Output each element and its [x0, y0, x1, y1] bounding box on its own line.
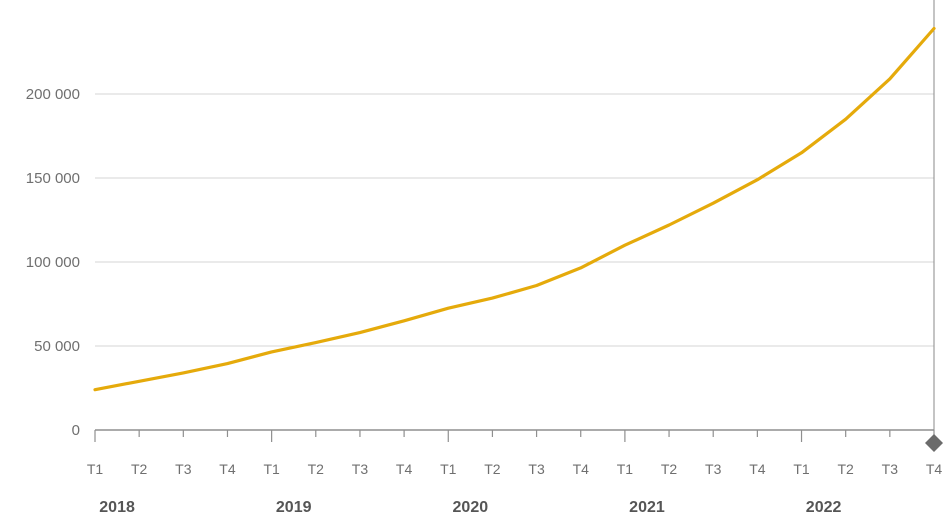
data-point [888, 77, 892, 81]
x-tick-label: T4 [573, 461, 590, 477]
data-point [181, 371, 185, 375]
data-point [358, 331, 362, 335]
data-point [446, 306, 450, 310]
x-tick-label: T3 [175, 461, 192, 477]
data-point [755, 178, 759, 182]
data-point [137, 379, 141, 383]
data-point [932, 26, 936, 30]
x-tick-label: T3 [705, 461, 722, 477]
series-group [93, 26, 936, 392]
x-tick-label: T4 [219, 461, 236, 477]
data-point [270, 350, 274, 354]
grid-lines [95, 93, 934, 347]
y-tick-label: 50 000 [34, 338, 80, 355]
data-point [314, 341, 318, 345]
x-tick-label: T4 [926, 461, 943, 477]
data-point [579, 266, 583, 270]
x-tick-label: T1 [617, 461, 634, 477]
x-tick-label: T3 [882, 461, 899, 477]
data-point [711, 201, 715, 205]
data-point [623, 243, 627, 247]
year-label: 2019 [276, 499, 312, 516]
x-tick-label: T2 [131, 461, 148, 477]
year-label: 2018 [99, 499, 135, 516]
x-tick-label: T3 [352, 461, 369, 477]
x-tick-label: T1 [263, 461, 280, 477]
x-tick-label: T1 [87, 461, 104, 477]
y-tick-label: 200 000 [26, 86, 80, 103]
data-point [225, 362, 229, 366]
year-label: 2022 [806, 499, 842, 516]
year-labels: 2018 2019 2020 2021 2022 [99, 499, 841, 516]
data-point [490, 296, 494, 300]
y-tick-label: 0 [72, 422, 80, 439]
x-tick-label: T2 [838, 461, 855, 477]
x-tick-label: T2 [308, 461, 325, 477]
data-point [667, 223, 671, 227]
y-axis-ticks: 0 50 000 100 000 150 000 200 000 [26, 86, 80, 439]
data-point [800, 151, 804, 155]
x-tick-label: T1 [440, 461, 457, 477]
x-tick-label: T1 [793, 461, 810, 477]
x-tick-label: T2 [484, 461, 501, 477]
cursor-marker-icon[interactable] [925, 434, 943, 452]
y-tick-label: 150 000 [26, 170, 80, 187]
x-axis: T1 T2 T3 T4 T1 T2 T3 T4 T1 T2 T3 T4 T1 T2 T3 T4 T1 T2 T3 T4 [87, 429, 943, 477]
data-point [535, 284, 539, 288]
data-point [93, 388, 97, 392]
x-tick-label: T4 [396, 461, 413, 477]
y-tick-label: 100 000 [26, 254, 80, 271]
data-point [844, 117, 848, 121]
series-line [93, 26, 936, 392]
year-label: 2021 [629, 499, 665, 516]
x-tick-label: T2 [661, 461, 678, 477]
x-tick-label: T4 [749, 461, 766, 477]
year-label: 2020 [453, 499, 489, 516]
x-tick-label: T3 [528, 461, 545, 477]
data-point [402, 319, 406, 323]
